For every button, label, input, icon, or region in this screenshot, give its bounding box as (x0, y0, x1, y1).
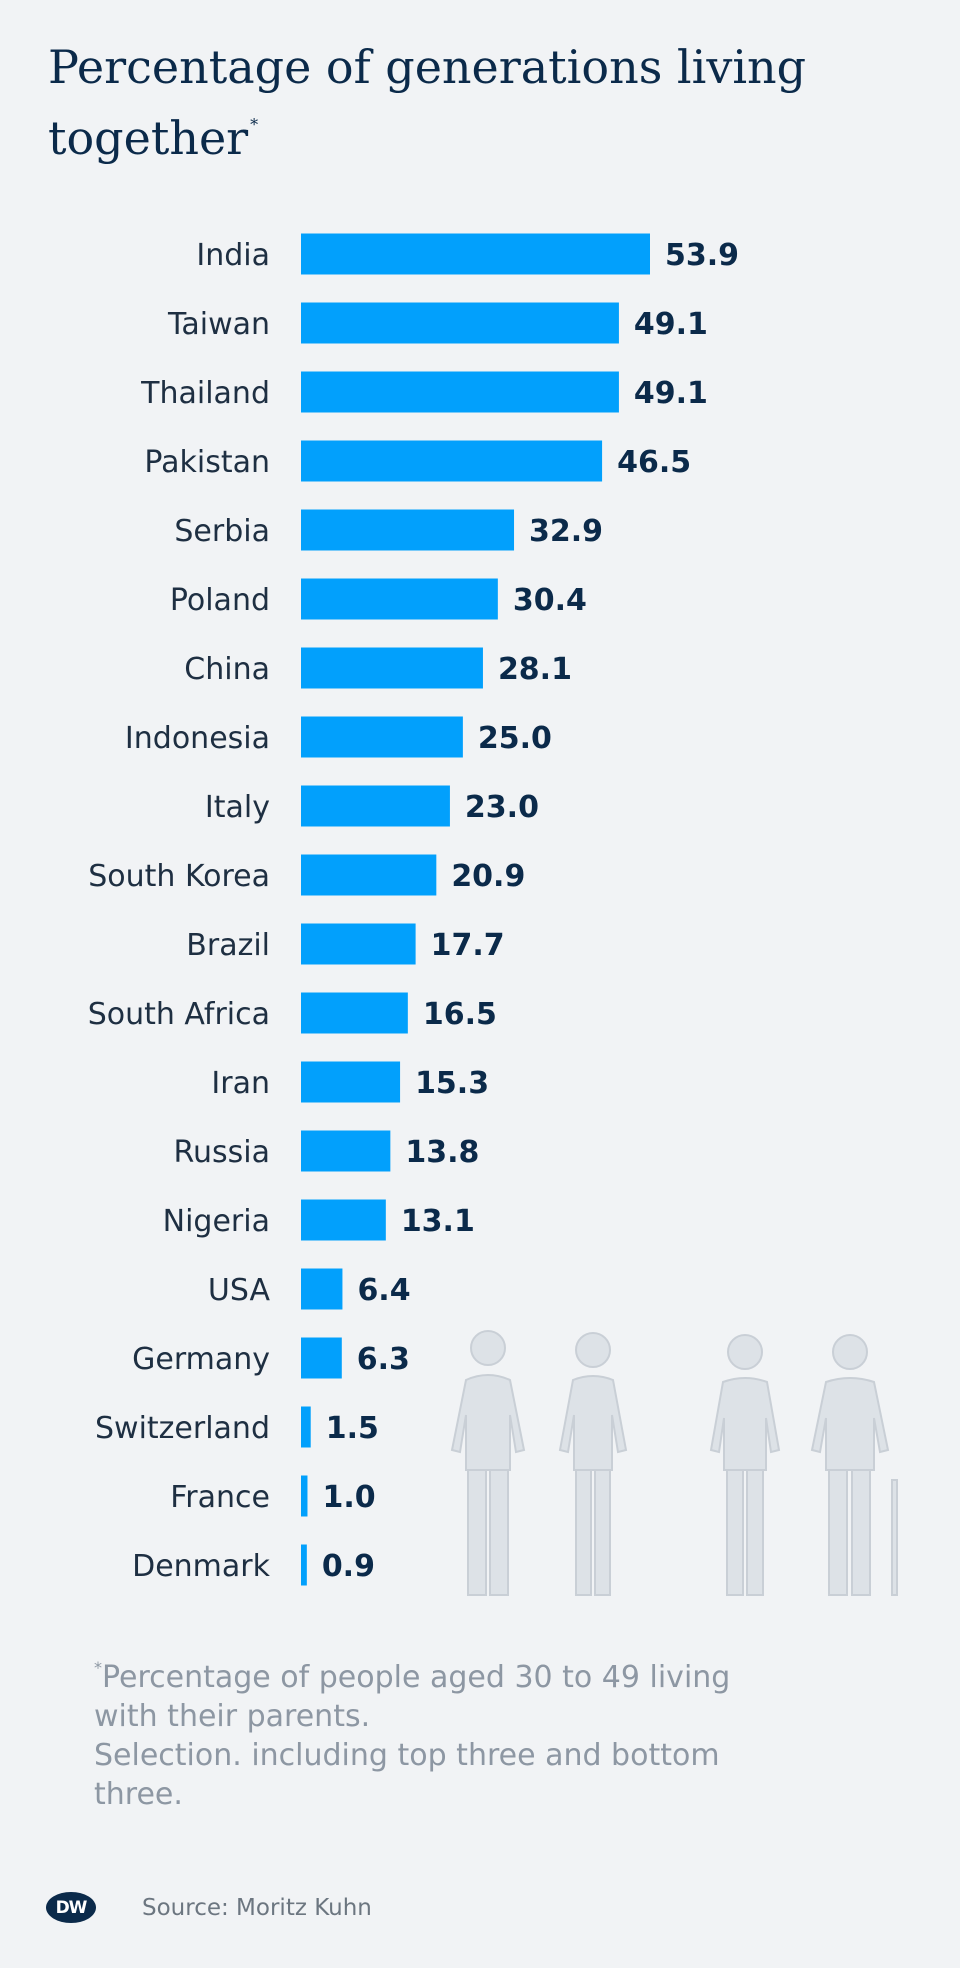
category-label: China (184, 652, 270, 687)
category-label: Italy (205, 790, 270, 825)
value-label: 53.9 (665, 238, 739, 273)
category-label: Indonesia (125, 721, 270, 756)
title-footnote-marker: * (250, 115, 259, 134)
value-label: 13.1 (401, 1204, 475, 1239)
value-label: 6.4 (357, 1273, 410, 1308)
bar (301, 1268, 343, 1310)
bar (301, 1544, 307, 1586)
category-label: Russia (174, 1135, 271, 1170)
category-label: Thailand (140, 376, 270, 411)
category-label: Brazil (186, 928, 270, 963)
bar-chart: India 53.9 Taiwan 49.1 Thailand 49.1 Pakistan 4… (88, 233, 739, 1586)
dw-logo: DW (46, 1892, 96, 1923)
bar (301, 1475, 308, 1517)
chart-title: Percentage of generations living togethe… (48, 38, 868, 167)
bar (301, 1337, 342, 1379)
bar (301, 854, 437, 896)
bar (301, 923, 416, 965)
value-label: 15.3 (415, 1066, 489, 1101)
category-label: South Africa (88, 997, 270, 1032)
bar (301, 785, 450, 827)
bar (301, 371, 619, 413)
value-label: 30.4 (513, 583, 587, 618)
value-label: 20.9 (451, 859, 525, 894)
value-label: 28.1 (498, 652, 572, 687)
category-label: Taiwan (167, 307, 270, 342)
footnote: *Percentage of people aged 30 to 49 livi… (94, 1648, 794, 1814)
value-label: 46.5 (617, 445, 691, 480)
value-label: 6.3 (357, 1342, 410, 1377)
category-label: South Korea (88, 859, 270, 894)
category-label: Denmark (132, 1549, 271, 1584)
footnote-marker: * (94, 1658, 102, 1677)
bar (301, 992, 408, 1034)
footer: DW Source: Moritz Kuhn (46, 1892, 372, 1923)
bar (301, 233, 650, 275)
category-label: Switzerland (95, 1411, 270, 1446)
bar (301, 1130, 391, 1172)
value-label: 25.0 (478, 721, 552, 756)
footnote-selection: Selection. including top three and botto… (94, 1738, 720, 1812)
bar (301, 716, 463, 758)
category-label: USA (208, 1273, 271, 1308)
category-label: Iran (211, 1066, 270, 1101)
category-label: India (196, 238, 270, 273)
category-label: France (170, 1480, 270, 1515)
source-text: Source: Moritz Kuhn (142, 1894, 372, 1921)
people-illustration-icon (450, 1330, 898, 1596)
category-label: Poland (170, 583, 270, 618)
value-label: 0.9 (322, 1549, 375, 1584)
category-label: Nigeria (163, 1204, 270, 1239)
category-label: Germany (132, 1342, 270, 1377)
value-label: 17.7 (431, 928, 505, 963)
value-label: 23.0 (465, 790, 539, 825)
value-label: 49.1 (634, 376, 708, 411)
value-label: 16.5 (423, 997, 497, 1032)
bar (301, 302, 619, 344)
value-label: 13.8 (405, 1135, 479, 1170)
value-label: 1.5 (326, 1411, 379, 1446)
chart-title-text: Percentage of generations living togethe… (48, 40, 807, 165)
value-label: 32.9 (529, 514, 603, 549)
bar (301, 509, 515, 551)
bar (301, 1061, 401, 1103)
value-label: 1.0 (322, 1480, 375, 1515)
category-label: Pakistan (144, 445, 270, 480)
footnote-text: Percentage of people aged 30 to 49 livin… (94, 1660, 731, 1734)
bar (301, 440, 603, 482)
bar (301, 578, 498, 620)
bar (301, 647, 483, 689)
value-label: 49.1 (634, 307, 708, 342)
bar (301, 1199, 386, 1241)
category-label: Serbia (174, 514, 270, 549)
bar (301, 1406, 311, 1448)
